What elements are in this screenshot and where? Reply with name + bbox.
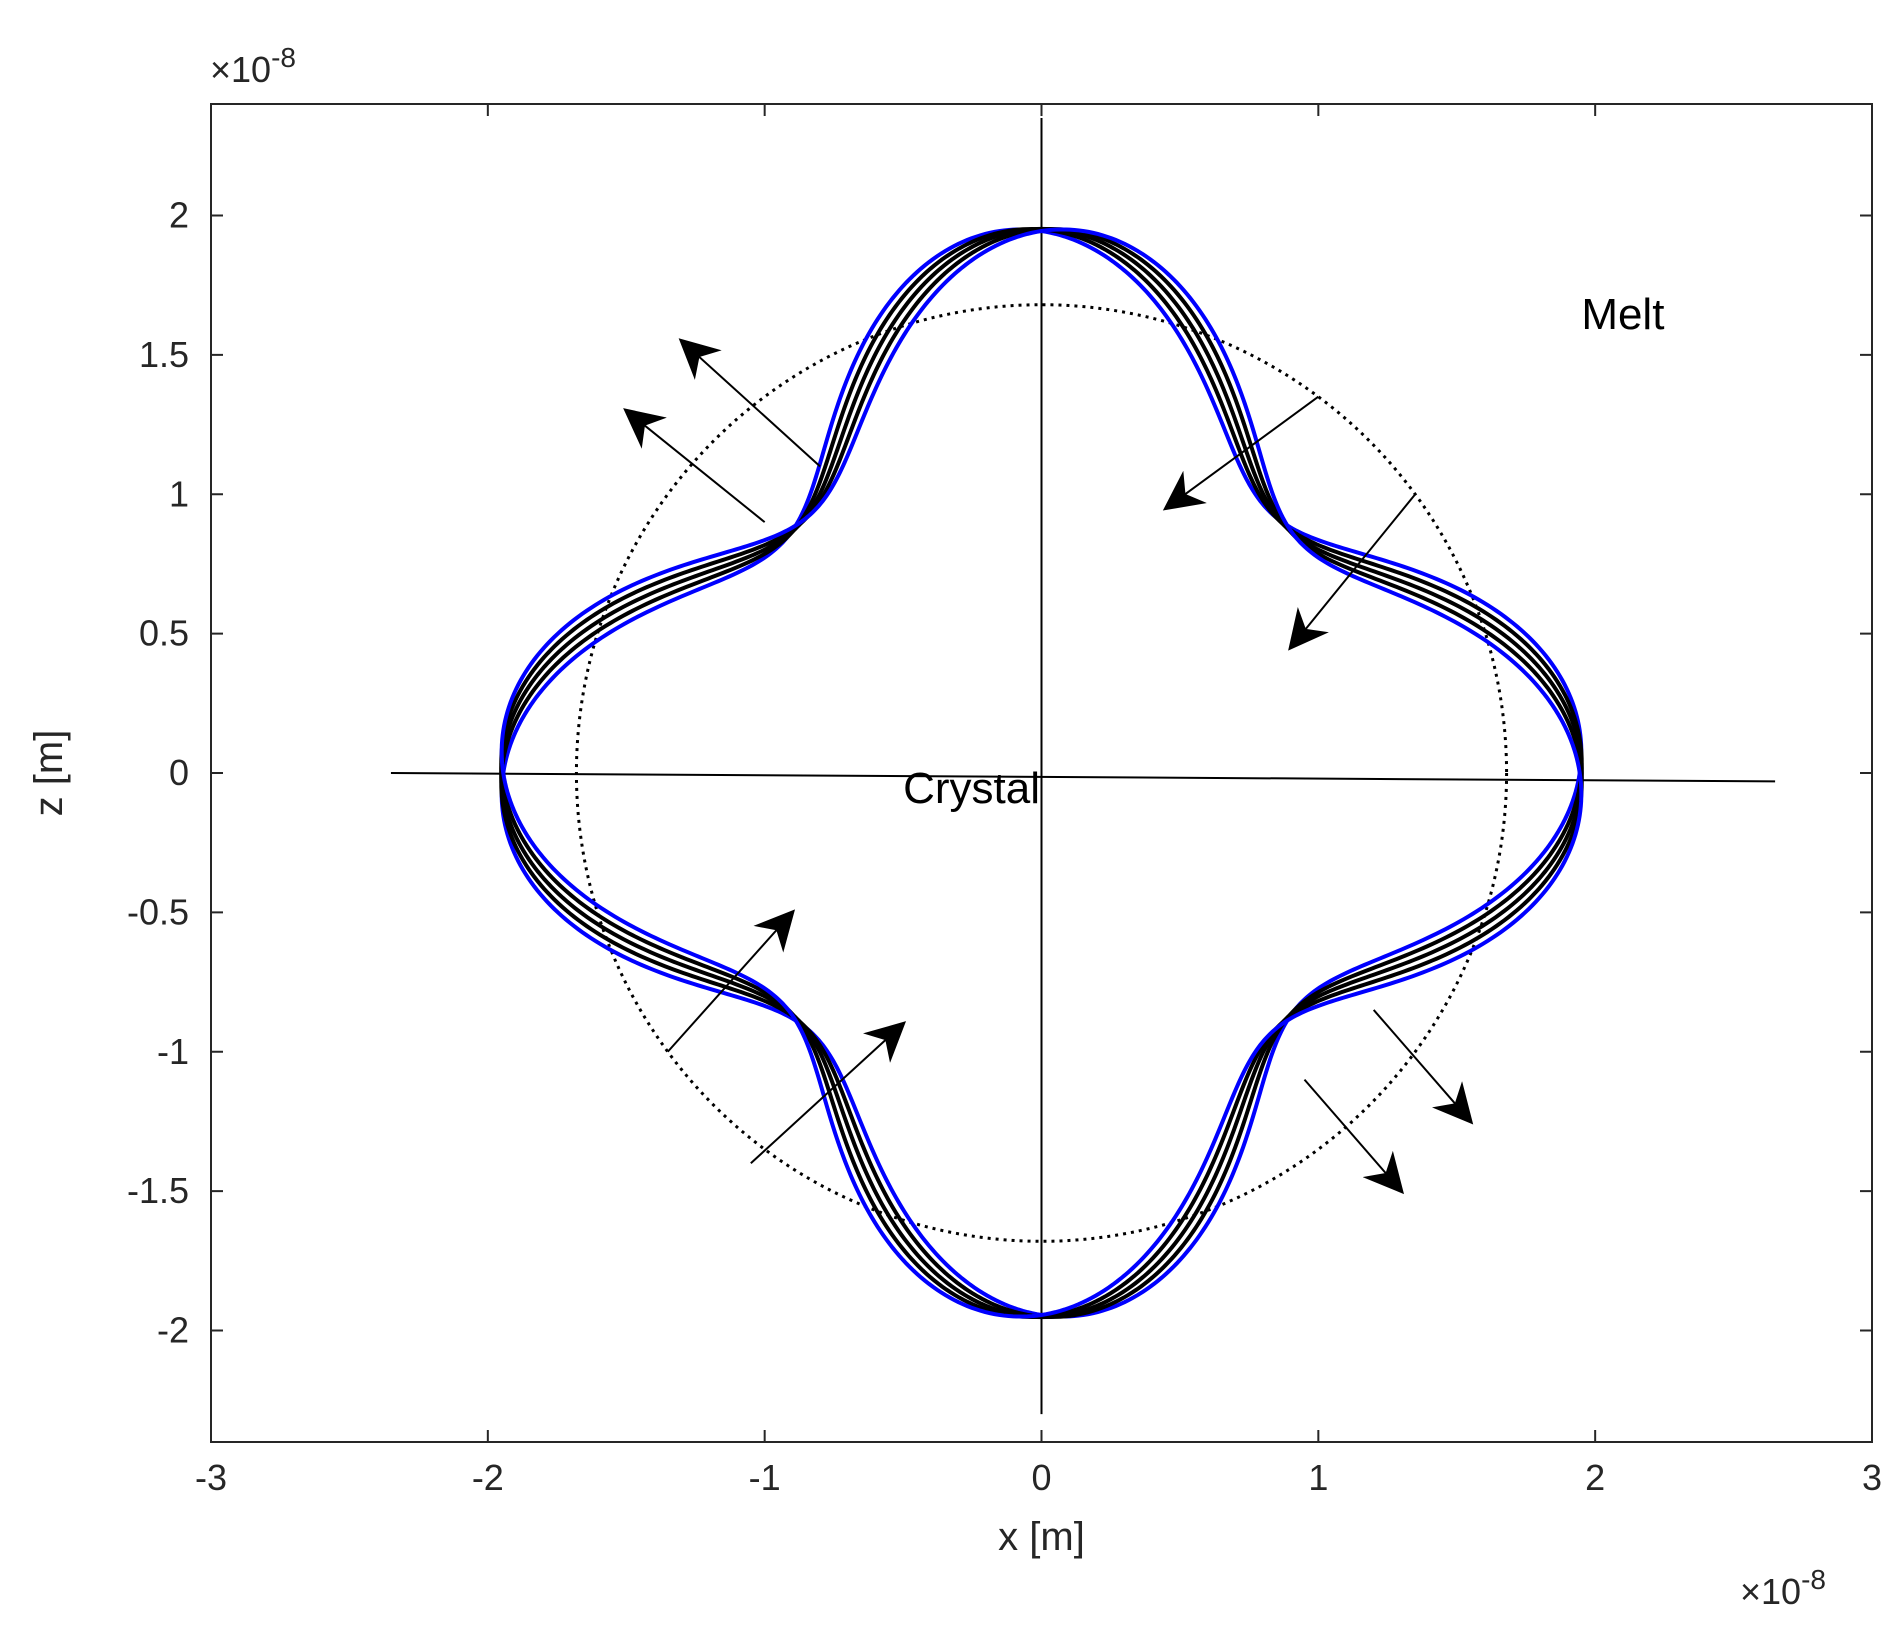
reference-line	[390, 772, 1776, 783]
x-axis-label: x [m]	[998, 1515, 1085, 1559]
arrow-3	[1162, 395, 1319, 511]
y-tick-label: 0	[169, 752, 189, 793]
x-tick-label: 1	[1308, 1457, 1328, 1498]
y-exponent-label: ×10-8	[210, 42, 296, 91]
annotation-melt: Melt	[1581, 290, 1664, 339]
arrow-6	[750, 1021, 907, 1164]
arrow-2	[678, 338, 821, 468]
y-exponent-base: ×10	[210, 49, 271, 90]
y-axis-label: z [m]	[27, 730, 71, 817]
y-tick-label: -0.5	[127, 891, 189, 932]
y-tick-label: -1	[157, 1031, 189, 1072]
x-tick-label: 2	[1585, 1457, 1605, 1498]
arrow-5	[667, 909, 796, 1053]
x-tick-label: -3	[195, 1457, 227, 1498]
y-tick-label: -1.5	[127, 1170, 189, 1211]
x-exponent-power: -8	[1801, 1564, 1826, 1595]
arrow-7	[1372, 1009, 1474, 1125]
arrow-1	[623, 408, 766, 523]
y-tick-label: 1	[169, 473, 189, 514]
y-tick-label: 2	[169, 195, 189, 236]
y-tick-label: 1.5	[139, 334, 189, 375]
x-tick-label: -2	[472, 1457, 504, 1498]
arrow-4	[1288, 493, 1417, 651]
axis-ticks	[210, 104, 1873, 1442]
annotation-crystal: Crystal	[903, 764, 1040, 813]
plot-area	[390, 117, 1776, 1415]
x-exponent-base: ×10	[1740, 1571, 1801, 1612]
series-curve-5	[499, 227, 1584, 1319]
x-exponent-label: ×10-8	[1740, 1564, 1826, 1613]
y-tick-label: 0.5	[139, 613, 189, 654]
arrow-8	[1303, 1078, 1405, 1195]
y-tick-label: -2	[157, 1310, 189, 1351]
y-exponent-power: -8	[271, 42, 296, 73]
x-tick-label: 0	[1031, 1457, 1051, 1498]
reference-circle	[574, 303, 1509, 1243]
tick-labels: -3 -2 -1 0 1 2 3 -2 -1.5 -1 -0.5 0 0.5 1 1.5 2	[127, 195, 1882, 1499]
x-tick-label: -1	[749, 1457, 781, 1498]
x-tick-label: 3	[1862, 1457, 1882, 1498]
